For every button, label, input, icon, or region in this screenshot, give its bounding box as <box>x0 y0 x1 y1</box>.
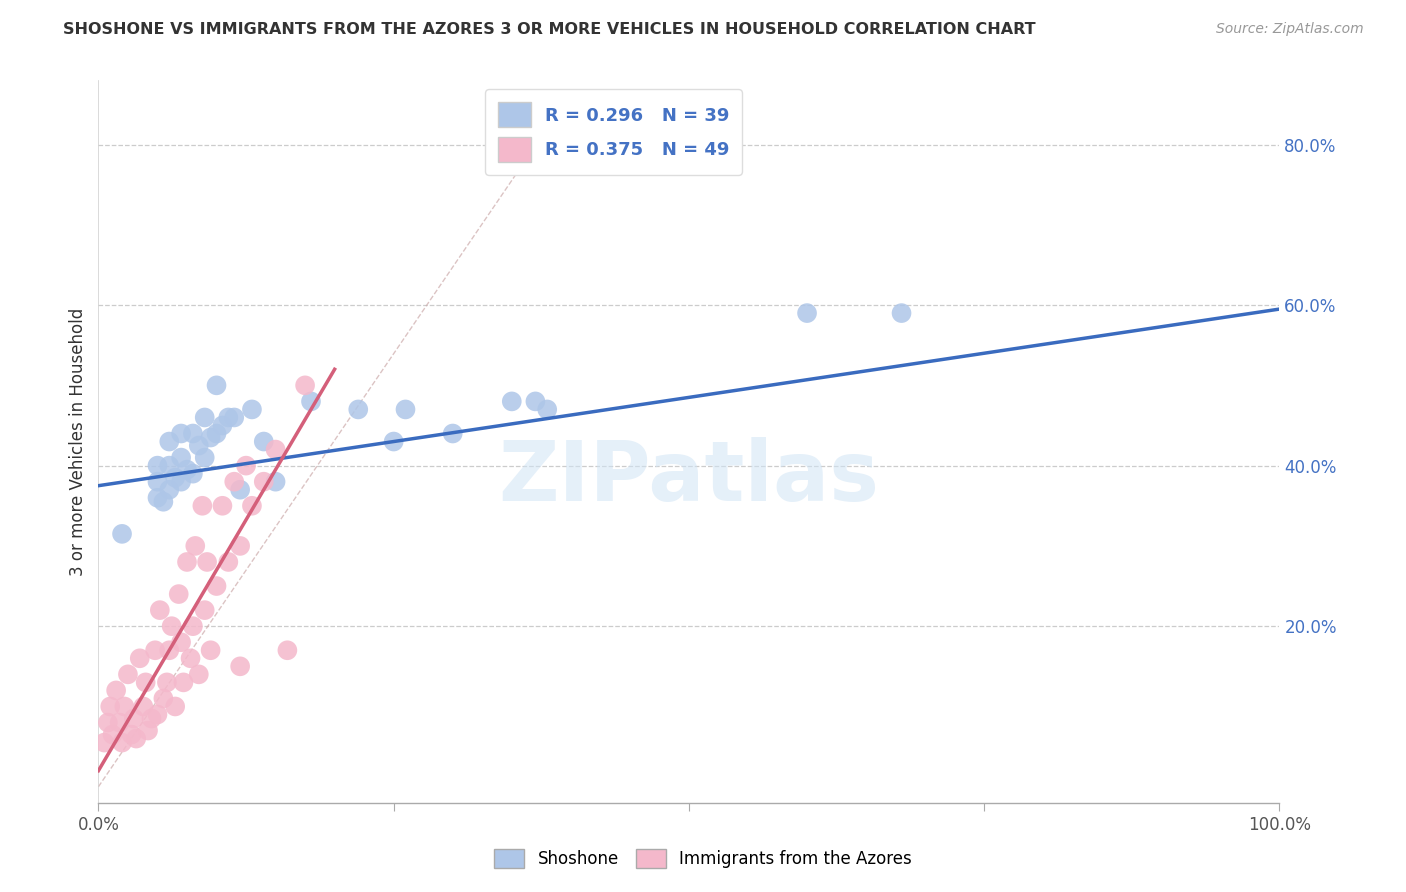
Point <box>501 394 523 409</box>
Point <box>149 603 172 617</box>
Point <box>181 467 204 481</box>
Point <box>205 579 228 593</box>
Point <box>229 539 252 553</box>
Point <box>157 458 180 473</box>
Point <box>157 483 180 497</box>
Point <box>217 555 239 569</box>
Point <box>101 728 124 742</box>
Point <box>97 715 120 730</box>
Point <box>200 430 222 444</box>
Point <box>382 434 405 449</box>
Point <box>194 410 217 425</box>
Point <box>176 462 198 476</box>
Point <box>187 667 209 681</box>
Point <box>157 643 180 657</box>
Point <box>394 402 416 417</box>
Point <box>299 394 322 409</box>
Point <box>157 434 180 449</box>
Point <box>224 475 246 489</box>
Point <box>135 675 157 690</box>
Point <box>217 410 239 425</box>
Legend: Shoshone, Immigrants from the Azores: Shoshone, Immigrants from the Azores <box>488 842 918 875</box>
Point <box>176 555 198 569</box>
Text: SHOSHONE VS IMMIGRANTS FROM THE AZORES 3 OR MORE VEHICLES IN HOUSEHOLD CORRELATI: SHOSHONE VS IMMIGRANTS FROM THE AZORES 3… <box>63 22 1036 37</box>
Point <box>194 450 217 465</box>
Point <box>121 728 143 742</box>
Point <box>165 699 187 714</box>
Point <box>264 442 287 457</box>
Legend: R = 0.296   N = 39, R = 0.375   N = 49: R = 0.296 N = 39, R = 0.375 N = 49 <box>485 89 742 175</box>
Point <box>122 712 145 726</box>
Point <box>264 475 287 489</box>
Point <box>536 402 558 417</box>
Point <box>98 699 121 714</box>
Point <box>117 667 139 681</box>
Point <box>136 723 159 738</box>
Point <box>229 483 252 497</box>
Point <box>111 526 134 541</box>
Point <box>172 675 194 690</box>
Point <box>181 619 204 633</box>
Point <box>128 651 150 665</box>
Point <box>146 475 169 489</box>
Point <box>156 675 179 690</box>
Point <box>253 434 276 449</box>
Point <box>211 499 233 513</box>
Point <box>170 475 193 489</box>
Point <box>165 470 187 484</box>
Y-axis label: 3 or more Vehicles in Household: 3 or more Vehicles in Household <box>69 308 87 575</box>
Point <box>152 691 174 706</box>
Point <box>146 707 169 722</box>
Point <box>240 402 263 417</box>
Point <box>194 603 217 617</box>
Point <box>170 426 193 441</box>
Text: ZIPatlas: ZIPatlas <box>499 437 879 518</box>
Point <box>276 643 298 657</box>
Point <box>205 378 228 392</box>
Point <box>347 402 370 417</box>
Point <box>294 378 316 392</box>
Point <box>524 394 547 409</box>
Point <box>181 426 204 441</box>
Point <box>146 491 169 505</box>
Point <box>111 735 134 749</box>
Point <box>105 683 128 698</box>
Point <box>240 499 263 513</box>
Point <box>536 137 558 152</box>
Point <box>224 410 246 425</box>
Point <box>184 539 207 553</box>
Point <box>180 651 202 665</box>
Point <box>170 635 193 649</box>
Point <box>205 426 228 441</box>
Text: Source: ZipAtlas.com: Source: ZipAtlas.com <box>1216 22 1364 37</box>
Point <box>890 306 912 320</box>
Point <box>253 475 276 489</box>
Point <box>187 438 209 452</box>
Point <box>195 555 218 569</box>
Point <box>796 306 818 320</box>
Point <box>167 587 190 601</box>
Point <box>132 699 155 714</box>
Point <box>141 712 163 726</box>
Point <box>211 418 233 433</box>
Point <box>229 659 252 673</box>
Point <box>112 699 135 714</box>
Point <box>441 426 464 441</box>
Point <box>93 735 115 749</box>
Point <box>200 643 222 657</box>
Point <box>108 715 131 730</box>
Point <box>191 499 214 513</box>
Point <box>146 458 169 473</box>
Point <box>160 619 183 633</box>
Point <box>170 450 193 465</box>
Point <box>143 643 166 657</box>
Point <box>125 731 148 746</box>
Point <box>152 494 174 508</box>
Point <box>235 458 257 473</box>
